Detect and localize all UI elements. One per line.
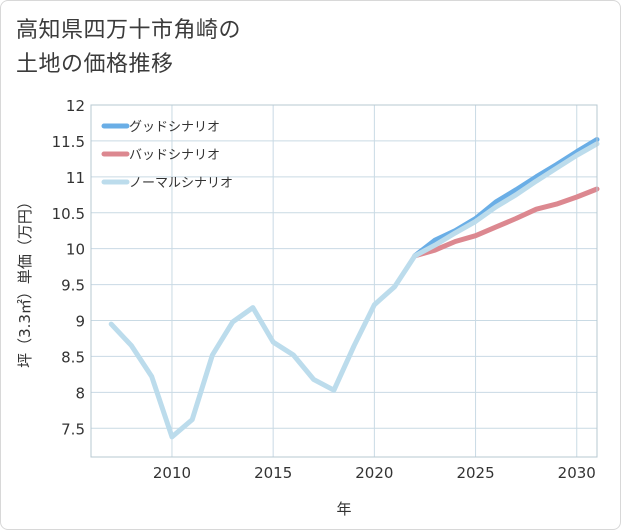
x-tick-labels: 2010 2015 2020 2025 2030 xyxy=(153,464,596,482)
chart-title: 高知県四万十市角崎の 土地の価格推移 xyxy=(16,14,436,82)
x-tick-label: 2010 xyxy=(153,464,191,482)
y-tick-label: 9.5 xyxy=(61,277,85,295)
series-line-2 xyxy=(108,141,600,440)
x-tick-label: 2015 xyxy=(254,464,292,482)
x-tick-label: 2030 xyxy=(558,464,596,482)
x-tick-label: 2020 xyxy=(355,464,393,482)
y-axis-label: 坪（3.3㎡）単価（万円） xyxy=(16,194,34,368)
x-tick-label: 2025 xyxy=(456,464,494,482)
y-tick-label: 11 xyxy=(66,169,85,187)
series-lines xyxy=(108,137,600,440)
legend-label: バッドシナリオ xyxy=(129,148,220,163)
y-tick-label: 8.5 xyxy=(61,348,85,366)
y-tick-label: 10.5 xyxy=(52,205,85,223)
x-axis-label: 年 xyxy=(336,500,351,518)
legend-label: ノーマルシナリオ xyxy=(129,176,233,191)
y-tick-label: 9 xyxy=(75,313,85,331)
y-tick-label: 8 xyxy=(75,384,85,402)
y-tick-label: 11.5 xyxy=(52,133,85,151)
grid-lines xyxy=(91,104,597,457)
series-line-1 xyxy=(412,186,600,259)
title-line-1: 高知県四万十市角崎の xyxy=(16,18,242,43)
legend-label: グッドシナリオ xyxy=(129,120,220,135)
series-line-0 xyxy=(412,137,600,259)
y-tick-labels: 7.5 8 8.5 9 9.5 10 10.5 11 11.5 12 xyxy=(52,97,85,438)
y-tick-label: 10 xyxy=(66,241,85,259)
y-tick-label: 7.5 xyxy=(61,420,85,438)
title-line-2: 土地の価格推移 xyxy=(16,52,174,77)
plot-border xyxy=(90,104,598,458)
y-tick-label: 12 xyxy=(66,97,85,115)
